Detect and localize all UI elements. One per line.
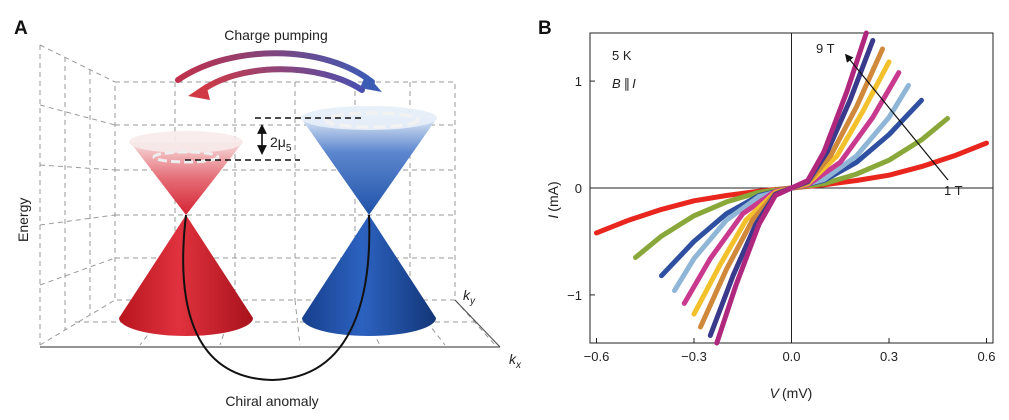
- iv-curve-9t: [714, 30, 869, 346]
- panel-b: B −0.6 −0.3 0.0 0.3 0.6−101 I(mA) V (mV) 5 K …: [538, 18, 996, 401]
- x-tick-label: 0.3: [880, 349, 898, 364]
- chiral-anomaly-loop: [182, 214, 371, 382]
- x-tick-label: −0.3: [681, 349, 707, 364]
- energy-axis-label: Energy: [15, 198, 31, 242]
- right-weyl-cone: [301, 106, 437, 336]
- x-axis-title: V (mV): [770, 385, 813, 401]
- charge-pumping-label: Charge pumping: [224, 27, 328, 43]
- ky-label: ky: [463, 287, 476, 307]
- y-tick-label: 1: [575, 74, 582, 89]
- high-field-label: 9 T: [816, 41, 835, 56]
- kx-label: kx: [509, 351, 522, 371]
- field-orientation-annotation: B ∥ I: [612, 76, 636, 91]
- y-axis-title: I(mA): [545, 181, 561, 218]
- temperature-annotation: 5 K: [612, 48, 632, 63]
- iv-curves: [594, 30, 989, 346]
- low-field-label: 1 T: [944, 183, 963, 198]
- panel-a: A: [14, 18, 522, 409]
- x-tick-label: 0.6: [977, 349, 995, 364]
- charge-pumping-arrows: [175, 50, 382, 100]
- x-tick-label: −0.6: [584, 349, 610, 364]
- chiral-anomaly-label: Chiral anomaly: [225, 393, 318, 409]
- axis-ticks: −0.6 −0.3 0.0 0.3 0.6 −1 0 1: [567, 74, 995, 364]
- energy-momentum-grid: [39, 44, 496, 346]
- x-tick-label: 0.0: [782, 349, 800, 364]
- chemical-potential-marker: [185, 117, 362, 161]
- mu5-label: 2μ5: [270, 134, 292, 154]
- increasing-field-arrow: [844, 53, 949, 181]
- y-tick-label: 0: [575, 181, 582, 196]
- left-weyl-cone: [119, 131, 253, 336]
- ky-axis: [454, 299, 501, 348]
- panel-a-letter: A: [14, 18, 28, 39]
- y-tick-label: −1: [567, 288, 582, 303]
- panel-b-letter: B: [538, 18, 552, 39]
